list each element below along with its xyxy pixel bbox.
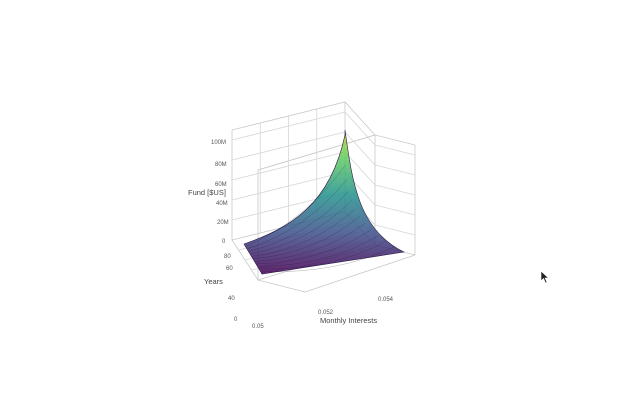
z-gridline [344, 111, 376, 146]
x-axis-ticks: 0.05 0.052 0.054 [252, 297, 394, 330]
surface-mesh-line [260, 246, 395, 272]
mouse-pointer-icon [540, 270, 550, 284]
z-tick-label: 80M [215, 162, 227, 168]
z-tick-label: 20M [217, 220, 229, 226]
z-tick-label: 40M [216, 201, 228, 207]
x-axis-title: Monthly Interests [320, 316, 377, 325]
surface-mesh-line [251, 208, 356, 257]
z-gridline [344, 151, 376, 186]
surface-mesh-line [258, 241, 387, 270]
z-axis-title: Fund [$US] [188, 188, 226, 197]
z-gridline [374, 184, 416, 196]
z-gridline [344, 131, 376, 166]
z-axis-ticks: 0 20M 40M 60M 80M 100M [211, 140, 229, 245]
y-tick-label: 60 [226, 266, 233, 272]
surface-mesh-line [248, 190, 349, 252]
z-gridline [374, 204, 416, 216]
z-gridline [374, 164, 416, 176]
z-gridline [374, 144, 416, 156]
x-tick-label: 0.05 [252, 324, 264, 330]
z-tick-label: 0 [222, 239, 226, 245]
y-tick-label: 40 [228, 296, 235, 302]
y-axis-ticks: 0 40 60 80 [224, 254, 238, 323]
y-tick-label: 80 [224, 254, 231, 260]
z-gridline [374, 224, 416, 236]
y-tick-label: 0 [234, 317, 238, 323]
surface-mesh-line [245, 165, 346, 247]
surface-mesh-line [257, 235, 379, 267]
y-axis-title: Years [204, 277, 223, 286]
z-tick-label: 60M [215, 182, 227, 188]
x-tick-label: 0.052 [318, 310, 334, 316]
surface-mesh-line [255, 229, 372, 265]
surface-mesh-line [252, 216, 360, 260]
x-tick-label: 0.054 [378, 297, 394, 303]
surface-mesh-line [249, 200, 352, 255]
surface-mesh-line [254, 223, 366, 262]
z-tick-label: 100M [211, 140, 226, 146]
surface-wireframe [245, 165, 395, 272]
surface-mesh-line [246, 179, 347, 250]
surface-mesh[interactable] [243, 129, 406, 275]
